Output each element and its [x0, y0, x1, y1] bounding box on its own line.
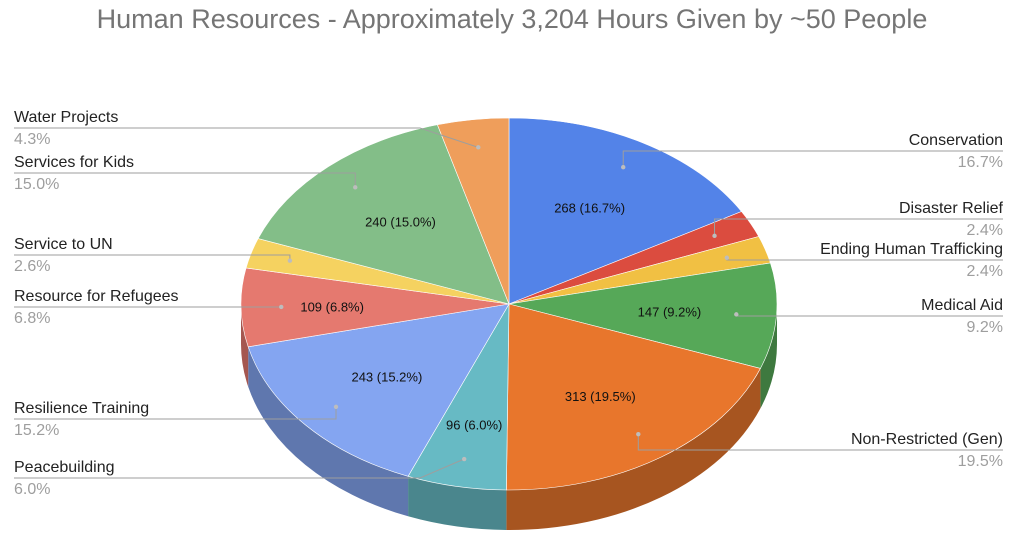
leader-line-services-for-kids — [14, 172, 356, 188]
pie-side-peacebuilding — [408, 476, 507, 530]
callout-name-water-projects: Water Projects — [14, 109, 118, 126]
pie-slice-services-for-kids[interactable] — [257, 124, 510, 305]
callout-name-disaster-relief: Disaster Relief — [899, 200, 1004, 217]
leader-dot-service-to-un — [287, 258, 293, 263]
callout-name-resource-for-refugees: Resource for Refugees — [14, 288, 179, 305]
leader-line-disaster-relief — [714, 218, 1003, 236]
callout-percent-disaster-relief: 2.4% — [967, 222, 1003, 239]
chart-title: Human Resources - Approximately 3,204 Ho… — [96, 4, 928, 34]
callout-name-services-for-kids: Services for Kids — [14, 154, 134, 171]
slice-value-label: 240 (15.0%) — [365, 215, 436, 230]
callout-percent-resilience-training: 15.2% — [14, 422, 59, 439]
callout-labels: Conservation 16.7% Disaster Relief 2.4% Endi… — [14, 109, 1004, 498]
callout-name-service-to-un: Service to UN — [14, 236, 113, 253]
callout-name-ending-human-trafficking: Ending Human Trafficking — [820, 241, 1003, 258]
pie-side-resource-for-refugees — [241, 304, 249, 387]
slice-value-label: 268 (16.7%) — [554, 200, 625, 215]
pie-slice-water-projects[interactable] — [436, 117, 510, 305]
slice-value-label: 147 (9.2%) — [638, 304, 702, 319]
leader-line-resilience-training — [14, 406, 337, 420]
pie-side-medical-aid — [760, 304, 777, 409]
leader-dot-resilience-training — [333, 404, 339, 410]
leader-dot-ending-human-trafficking — [724, 255, 730, 260]
callout-percent-conservation: 16.7% — [958, 154, 1003, 171]
leader-dot-disaster-relief — [712, 233, 717, 239]
pie-side-walls — [241, 304, 777, 530]
callout-percent-resource-for-refugees: 6.8% — [14, 310, 50, 327]
callout-percent-medical-aid: 9.2% — [967, 319, 1003, 336]
leader-line-non-restricted-gen- — [637, 434, 1003, 451]
callout-name-non-restricted-gen-: Non-Restricted (Gen) — [851, 431, 1003, 448]
callout-percent-water-projects: 4.3% — [14, 131, 50, 148]
leader-dot-medical-aid — [734, 312, 739, 317]
callout-name-peacebuilding: Peacebuilding — [14, 459, 115, 476]
leader-dot-peacebuilding — [462, 456, 467, 462]
leader-dot-conservation — [621, 165, 626, 170]
pie-slice-resilience-training[interactable] — [247, 303, 510, 477]
slice-value-label: 109 (6.8%) — [300, 299, 364, 314]
pie-side-non-restricted-gen- — [506, 368, 761, 530]
slice-value-label: 243 (15.2%) — [351, 370, 422, 385]
slice-value-label: 313 (19.5%) — [565, 389, 636, 404]
pie-slice-conservation[interactable] — [508, 117, 743, 305]
callout-percent-peacebuilding: 6.0% — [14, 481, 50, 498]
pie-side-resilience-training — [248, 346, 409, 517]
callout-name-resilience-training: Resilience Training — [14, 400, 149, 417]
callout-name-medical-aid: Medical Aid — [921, 297, 1003, 314]
callout-percent-non-restricted-gen-: 19.5% — [958, 453, 1003, 470]
callout-percent-services-for-kids: 15.0% — [14, 176, 59, 193]
leader-dot-services-for-kids — [353, 185, 358, 190]
callout-name-conservation: Conservation — [909, 132, 1003, 149]
leader-line-water-projects — [14, 127, 479, 148]
leader-line-conservation — [622, 150, 1003, 168]
pie-slice-non-restricted-gen-[interactable] — [506, 303, 761, 491]
callout-percent-ending-human-trafficking: 2.4% — [967, 263, 1003, 280]
leader-dot-non-restricted-gen- — [636, 431, 641, 437]
slice-value-label: 96 (6.0%) — [446, 417, 502, 432]
callout-percent-service-to-un: 2.6% — [14, 258, 50, 275]
slice-value-labels: 268 (16.7%) 147 (9.2%) 313 (19.5%) 96 (6.0%… — [300, 200, 701, 432]
leader-dot-resource-for-refugees — [279, 304, 284, 310]
leader-line-peacebuilding — [14, 458, 465, 479]
leader-dot-water-projects — [476, 145, 481, 150]
